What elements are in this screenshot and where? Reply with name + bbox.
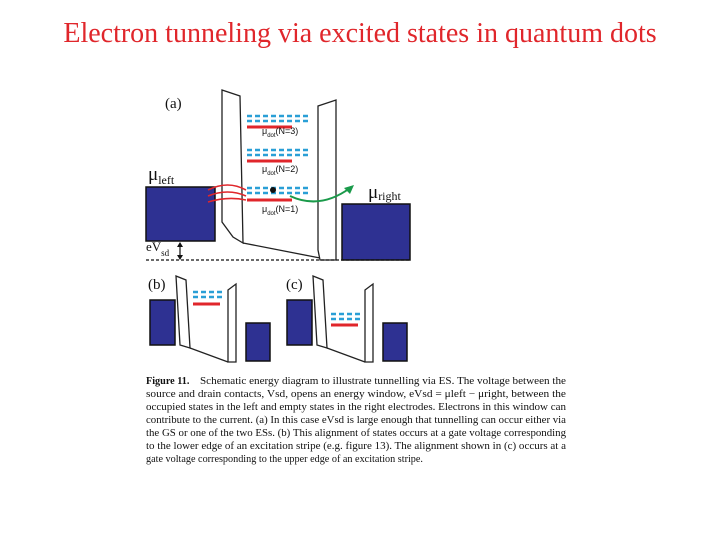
electron xyxy=(270,187,276,193)
left-barrier xyxy=(312,275,328,349)
tunnel-arrows xyxy=(207,184,247,203)
level-text: (N=1) xyxy=(276,204,299,214)
arrow-head xyxy=(177,242,183,247)
symbol: μ xyxy=(148,164,158,185)
symbol: μ xyxy=(368,182,378,203)
left-electrode xyxy=(286,299,313,346)
left-barrier xyxy=(221,89,244,245)
ev-sd: eVsd xyxy=(146,239,170,258)
dot-bottom xyxy=(189,347,229,363)
panel-label: (b) xyxy=(148,277,166,293)
symbol: μ xyxy=(262,126,267,136)
caption-label: Figure 11. xyxy=(146,376,190,387)
right-electrode xyxy=(341,203,411,261)
caption-line: contribute to the current. (a) In this c… xyxy=(146,415,566,426)
mu-left: μleft xyxy=(148,164,175,187)
mu-right: μright xyxy=(368,182,402,203)
subscript: sd xyxy=(161,248,170,258)
caption-line: occupied states in the left and empty st… xyxy=(146,402,566,413)
left-electrode xyxy=(149,299,176,346)
left-barrier xyxy=(175,275,191,349)
left-electrode xyxy=(145,186,216,242)
caption-line: Schematic energy diagram to illustrate t… xyxy=(200,376,567,387)
subscript: dot xyxy=(267,171,276,177)
symbol: μ xyxy=(262,204,267,214)
dot-bottom xyxy=(326,347,366,363)
level-text: (N=2) xyxy=(276,164,299,174)
caption-line: the GS or one of the two ESs. (b) This a… xyxy=(146,428,566,439)
subscript: dot xyxy=(267,133,276,139)
exit-arrow xyxy=(289,187,351,203)
right-electrode xyxy=(245,322,271,362)
right-barrier xyxy=(317,99,337,261)
subscript: dot xyxy=(267,211,276,217)
caption: Figure 11. Schematic energy diagram to i… xyxy=(146,376,567,465)
caption-line: gate voltage corresponding to the upper … xyxy=(146,454,423,465)
caption-line: source and drain contacts, Vsd, opens an… xyxy=(146,389,567,400)
level-label: μdot(N=3) xyxy=(262,126,298,139)
level-text: (N=3) xyxy=(276,126,299,136)
dot-bottom xyxy=(242,242,321,259)
arrow-head xyxy=(344,185,354,194)
right-barrier xyxy=(364,282,374,363)
right-electrode xyxy=(382,322,408,362)
subscript: right xyxy=(378,189,401,203)
panel-label: (c) xyxy=(286,277,303,293)
arrow-head xyxy=(177,255,183,260)
level-label: μdot(N=1) xyxy=(262,204,298,217)
slide-title: Electron tunneling via excited states in… xyxy=(63,18,656,49)
figure: (a) μdot(N=3) μdot(N=2) μdot(N=1) μleft … xyxy=(145,89,411,363)
level-label: μdot(N=2) xyxy=(262,164,298,177)
symbol: eV xyxy=(146,239,162,254)
right-barrier xyxy=(227,282,237,363)
panel-label: (a) xyxy=(165,96,182,112)
symbol: μ xyxy=(262,164,267,174)
subscript: left xyxy=(158,173,175,187)
caption-line: to the lower edge of an excitation strip… xyxy=(146,441,567,452)
